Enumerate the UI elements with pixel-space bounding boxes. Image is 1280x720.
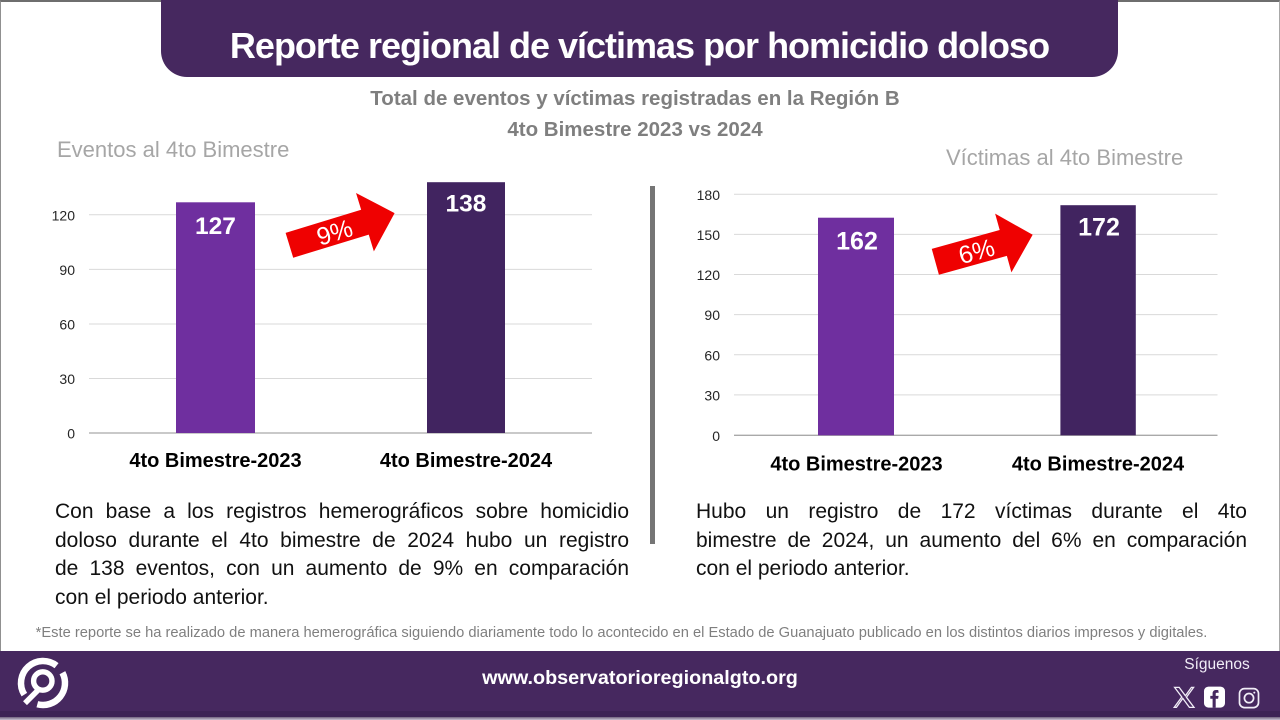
svg-text:138: 138 [446, 191, 487, 218]
svg-text:180: 180 [697, 187, 721, 203]
svg-text:30: 30 [704, 387, 720, 403]
svg-text:6%: 6% [956, 234, 998, 271]
svg-text:120: 120 [52, 208, 76, 224]
svg-text:120: 120 [697, 267, 721, 283]
svg-text:172: 172 [1078, 214, 1120, 242]
svg-text:90: 90 [704, 307, 720, 323]
svg-text:90: 90 [59, 262, 75, 278]
svg-text:162: 162 [836, 228, 878, 256]
svg-text:0: 0 [712, 428, 720, 444]
svg-text:4to Bimestre-2024: 4to Bimestre-2024 [1012, 454, 1185, 476]
svg-text:4to Bimestre-2023: 4to Bimestre-2023 [770, 454, 942, 476]
svg-text:127: 127 [195, 213, 236, 240]
svg-text:0: 0 [67, 426, 75, 442]
svg-text:4to Bimestre-2024: 4to Bimestre-2024 [380, 450, 553, 472]
svg-text:60: 60 [704, 347, 720, 363]
svg-text:4to Bimestre-2023: 4to Bimestre-2023 [129, 450, 301, 472]
svg-text:30: 30 [59, 371, 75, 387]
svg-text:60: 60 [59, 317, 75, 333]
svg-text:150: 150 [697, 227, 721, 243]
